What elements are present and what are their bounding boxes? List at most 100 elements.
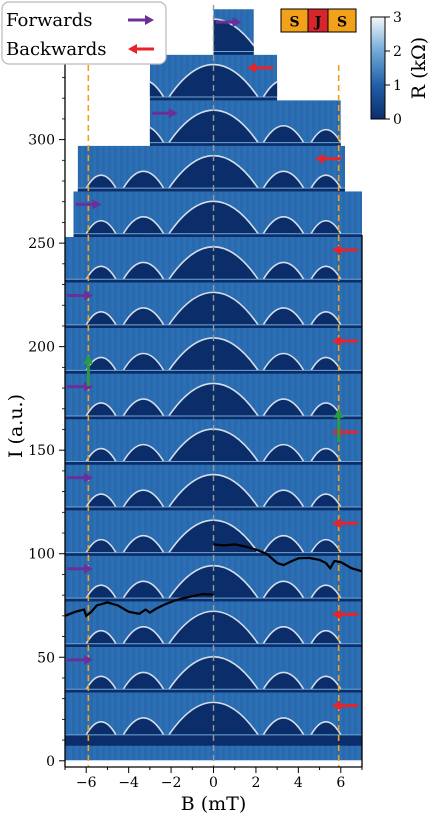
sweep-dome-edge-11-1 <box>122 261 165 280</box>
overlay-curves <box>64 543 363 618</box>
sweep-dome-edge-15-4 <box>311 84 341 97</box>
sweep-dome-edge-10-1 <box>122 307 165 326</box>
sweep-dome-edge-6-0 <box>168 473 259 508</box>
backward-arrow-9-head <box>332 336 341 347</box>
sweep-dome-edge-10-2 <box>262 307 305 326</box>
sweep-dome-edge-1-1 <box>122 717 165 736</box>
legend-arrow-backwards <box>128 44 154 54</box>
sweep-dome-edge-12-2 <box>262 216 305 235</box>
sweep-dome-16-4 <box>311 39 341 52</box>
sweep-dome-edge-14-3 <box>86 130 116 143</box>
sweep-dome-16-2 <box>263 35 303 52</box>
sweep-dome-edge-4-4 <box>310 584 342 599</box>
x-tick-label--2: −2 <box>161 775 182 791</box>
y-tick-label-50: 50 <box>37 650 55 666</box>
sweep-dome-edge-15-0 <box>168 63 259 98</box>
forward-arrow-8-head <box>84 381 93 392</box>
colorbar: 0 1 2 3 R (kΩ) <box>370 10 430 128</box>
forward-arrow-12 <box>75 199 102 210</box>
sweep-dome-edge-13-3 <box>85 174 117 189</box>
y-tick-label-0: 0 <box>46 754 55 770</box>
forward-arrow-4-head <box>84 563 93 574</box>
backward-arrow-5-head <box>332 518 341 529</box>
sweep-dome-edge-10-0 <box>168 291 259 326</box>
sweep-panel-13 <box>77 145 346 215</box>
forward-arrow-2-head <box>84 654 93 665</box>
backward-arrow-15 <box>247 62 274 73</box>
backward-arrow-11 <box>332 244 358 255</box>
sweep-dome-edge-1-3 <box>85 721 117 736</box>
sweep-dome-edge-6-1 <box>122 489 165 508</box>
inset-label-s-right: S <box>337 15 347 31</box>
inset-label-j: J <box>313 15 322 31</box>
forward-arrow-6-head <box>84 472 93 483</box>
legend-arrow-1 <box>128 44 154 54</box>
sweep-dome-edge-8-2 <box>262 398 305 417</box>
sweep-dome-edge-15-1 <box>149 81 165 98</box>
inset-superconductor-right <box>327 8 357 33</box>
x-tick-label-2: 2 <box>251 775 260 791</box>
colorbar-tick-label-3: 3 <box>393 10 402 26</box>
sweep-dome-edge-12-0 <box>168 200 259 235</box>
legend-label-forwards: Forwards <box>6 10 92 31</box>
sweep-dome-edge-4-2 <box>262 580 305 599</box>
green-arrow-head-0 <box>83 354 94 364</box>
sweep-dome-edge-9-1 <box>122 352 165 371</box>
backward-arrow-3 <box>332 609 358 620</box>
colorbar-ticks: 0 1 2 3 <box>385 10 402 128</box>
sjs-inset: S J S <box>280 8 357 33</box>
sweep-dome-edge-4-1 <box>122 580 165 599</box>
sweep-dome-15-2 <box>263 81 278 98</box>
sweep-dome-edge-3-2 <box>262 626 305 645</box>
sweep-dome-15-3 <box>86 84 116 97</box>
backward-arrow-13-head <box>315 153 325 164</box>
y-tick-label-150: 150 <box>28 443 55 459</box>
sweep-dome-edge-3-0 <box>168 610 259 645</box>
sweep-dome-edge-8-3 <box>85 402 117 417</box>
sweep-dome-edge-8-1 <box>122 398 165 417</box>
sweep-dome-edge-4-3 <box>85 584 117 599</box>
sweep-dome-16-0 <box>213 19 254 52</box>
sweep-dome-edge-9-2 <box>262 352 305 371</box>
legend-arrow-0-head <box>145 15 154 25</box>
backward-arrow-9 <box>332 336 358 347</box>
overlay-curve-0 <box>213 543 363 573</box>
green-arrow-0 <box>83 354 94 386</box>
forward-arrow-16 <box>215 17 242 28</box>
forward-arrow-14-head <box>168 108 178 119</box>
sweep-dome-edge-10-3 <box>85 311 117 326</box>
x-tick-label--6: −6 <box>76 775 97 791</box>
sweep-dome-15-1 <box>149 81 164 98</box>
sweep-dome-edge-7-2 <box>262 444 305 462</box>
x-tick-label-6: 6 <box>336 775 345 791</box>
y-tick-label-250: 250 <box>28 236 55 252</box>
sweep-dome-edge-6-4 <box>310 493 342 508</box>
sweep-dome-edge-3-1 <box>122 626 165 645</box>
colorbar-tick-label-0: 0 <box>393 112 402 128</box>
sweep-dome-15-4 <box>311 84 341 97</box>
sweep-dome-edge-1-2 <box>262 717 305 736</box>
backward-arrow-13 <box>315 153 342 164</box>
sweep-dome-edge-16-0 <box>213 18 254 48</box>
forward-arrow-10 <box>67 290 93 301</box>
legend-arrow-forwards <box>128 15 154 25</box>
axes: −6 −4 −2 0 2 4 6 0 50 100 150 200 250 300 <box>28 5 363 791</box>
sweep-dome-edge-2-1 <box>122 671 165 690</box>
sweep-dome-14-3 <box>86 130 116 143</box>
colorbar-tick-label-2: 2 <box>393 44 402 60</box>
sweep-dome-edge-14-2 <box>262 125 305 144</box>
backward-arrow-11-head <box>332 244 341 255</box>
sweep-dome-edge-7-1 <box>122 444 165 462</box>
colorbar-gradient <box>370 16 386 120</box>
overlay-curve-1 <box>64 592 214 618</box>
sweep-content-13 <box>77 145 346 215</box>
sweep-dome-14-1 <box>149 127 164 143</box>
sweep-dome-edge-13-2 <box>262 170 305 189</box>
sweep-dome-edge-12-1 <box>122 216 165 235</box>
forward-arrow-4 <box>67 563 93 574</box>
sweep-dome-edge-6-3 <box>85 493 117 508</box>
sweep-dome-edge-6-2 <box>262 489 305 508</box>
y-tick-label-300: 300 <box>28 133 55 149</box>
legend-arrow-1-head <box>128 44 137 54</box>
